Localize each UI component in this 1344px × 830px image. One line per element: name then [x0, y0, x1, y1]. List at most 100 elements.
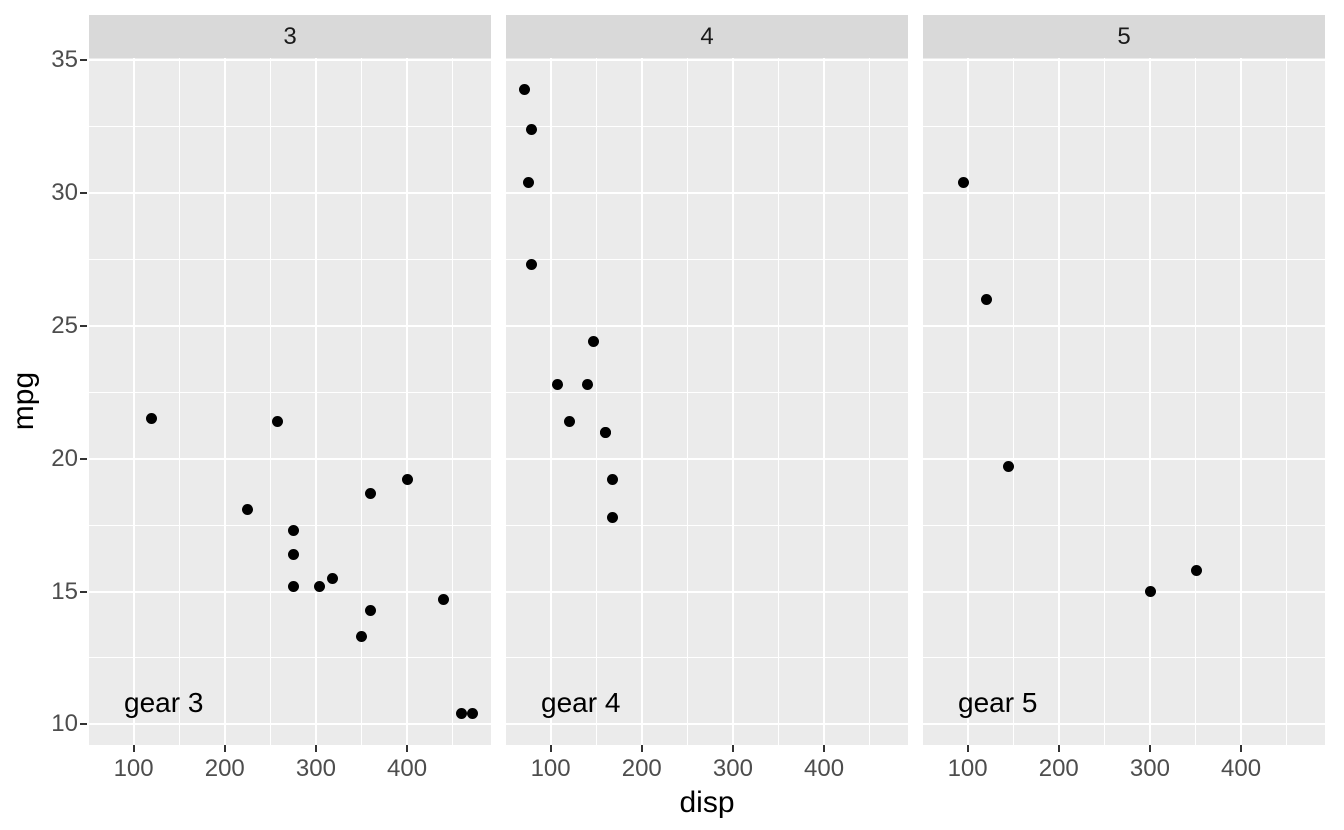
y-axis-tick-mark [80, 723, 87, 726]
x-axis-tick-label: 200 [621, 755, 662, 782]
data-point [980, 293, 992, 305]
gridline-minor-y [89, 125, 491, 127]
gridline-major-x [314, 58, 317, 745]
y-axis-tick-label: 25 [51, 311, 78, 339]
gridline-major-y [923, 58, 1325, 61]
x-axis-tick-mark [731, 745, 734, 752]
y-axis-tick-mark [80, 324, 87, 327]
gridline-minor-y [923, 258, 1325, 260]
data-point [326, 572, 338, 584]
y-axis-tick-label: 20 [51, 444, 78, 472]
gridline-minor-x [869, 58, 871, 745]
data-point [587, 336, 599, 348]
gridline-major-y [923, 324, 1325, 327]
gridline-major-y [506, 191, 908, 194]
x-axis-tick-label: 400 [804, 755, 845, 782]
data-point [356, 631, 367, 643]
x-axis-tick-mark [549, 745, 552, 752]
gridline-minor-x [361, 58, 362, 745]
gridline-major-y [89, 723, 491, 726]
gridline-minor-y [923, 391, 1325, 393]
facet-annotation: gear 5 [958, 687, 1038, 719]
gridline-major-x [406, 58, 409, 745]
x-axis-tick-label: 100 [530, 755, 571, 782]
gridline-minor-y [89, 391, 491, 393]
data-point [272, 415, 284, 427]
data-point [456, 708, 468, 720]
data-point [599, 426, 611, 438]
gridline-minor-y [506, 524, 908, 526]
gridline-major-x [823, 58, 826, 745]
data-point [288, 580, 300, 592]
gridline-minor-x [269, 58, 271, 745]
x-axis-tick-label: 300 [295, 755, 336, 782]
data-point [525, 123, 537, 135]
gridline-major-x [1148, 58, 1151, 745]
gridline-major-x [1240, 58, 1243, 745]
x-axis-tick-label: 300 [1129, 755, 1170, 782]
gridline-minor-y [506, 258, 908, 260]
y-axis-tick-label: 35 [51, 45, 78, 73]
y-axis-tick-mark [80, 58, 87, 61]
data-point [522, 176, 534, 188]
gridline-minor-y [89, 657, 491, 659]
x-axis-tick-mark [132, 745, 135, 752]
facet-annotation: gear 4 [541, 687, 621, 719]
data-point [564, 415, 576, 427]
data-point [606, 474, 618, 486]
x-axis-tick-label: 400 [387, 755, 428, 782]
gridline-major-y [923, 590, 1325, 593]
gridline-major-y [89, 590, 491, 593]
y-axis-tick-mark [80, 457, 87, 460]
y-axis-tick-label: 15 [51, 577, 78, 605]
facet-panel: gear 4 [506, 58, 908, 745]
data-point [467, 708, 479, 720]
gridline-minor-x [778, 58, 779, 745]
gridline-major-y [506, 723, 908, 726]
data-point [146, 413, 158, 425]
gridline-minor-y [89, 258, 491, 260]
x-axis-tick-label: 200 [1038, 755, 1079, 782]
data-point [314, 580, 326, 592]
gridline-minor-x [1286, 58, 1288, 745]
gridline-major-y [89, 324, 491, 327]
gridline-major-y [923, 191, 1325, 194]
x-axis-tick-mark [1240, 745, 1243, 752]
gridline-major-y [89, 457, 491, 460]
gridline-major-y [506, 590, 908, 593]
gridline-major-x [731, 58, 734, 745]
facet-strip: 5 [923, 15, 1325, 58]
data-point [365, 487, 377, 499]
gridline-minor-x [1195, 58, 1196, 745]
x-axis-title: disp [679, 786, 735, 819]
gridline-major-y [89, 58, 491, 61]
gridline-minor-y [506, 125, 908, 127]
x-axis-tick-mark [314, 745, 317, 752]
gridline-major-y [89, 191, 491, 194]
gridline-major-y [506, 324, 908, 327]
data-point [518, 83, 530, 95]
data-point [1190, 564, 1202, 576]
gridline-major-x [132, 58, 135, 745]
data-point [1145, 586, 1157, 598]
data-point [552, 378, 564, 390]
data-point [242, 503, 254, 515]
gridline-minor-x [452, 58, 454, 745]
data-point [288, 548, 300, 560]
data-point [438, 593, 450, 605]
data-point [957, 176, 969, 188]
facet-strip: 3 [89, 15, 491, 58]
facet-strip: 4 [506, 15, 908, 58]
y-axis-tick-mark [80, 191, 87, 194]
gridline-major-x [640, 58, 643, 745]
data-point [1003, 461, 1015, 473]
data-point [582, 378, 594, 390]
data-point [525, 259, 537, 271]
x-axis-tick-label: 100 [113, 755, 154, 782]
data-point [365, 604, 377, 616]
gridline-major-x [1057, 58, 1060, 745]
y-axis-tick-label: 30 [51, 178, 78, 206]
gridline-minor-y [923, 524, 1325, 526]
data-point [288, 524, 300, 536]
